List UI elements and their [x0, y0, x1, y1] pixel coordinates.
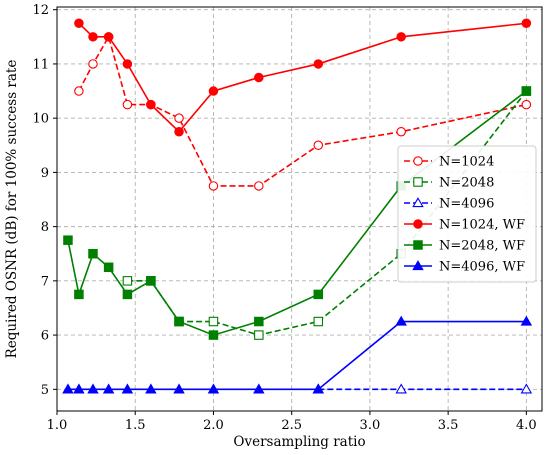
- x-tick-label: 2.0: [203, 418, 224, 433]
- data-point-square: [122, 289, 133, 300]
- data-point-circle: [88, 59, 98, 69]
- data-point-triangle: [73, 383, 85, 394]
- y-tick-label: 9: [41, 166, 49, 181]
- y-tick-label: 6: [41, 329, 49, 344]
- x-tick-label: 3.5: [438, 418, 459, 433]
- legend-label: N=1024: [439, 155, 494, 170]
- legend-item: N=2048, WF: [404, 239, 525, 254]
- data-point-circle: [122, 99, 133, 110]
- data-point-square: [208, 316, 219, 327]
- legend-item: N=1024: [404, 155, 494, 170]
- x-tick-label: 4.0: [516, 418, 537, 433]
- data-point-square: [413, 240, 423, 250]
- y-tick-label: 11: [32, 57, 49, 72]
- data-point-square: [103, 262, 114, 273]
- data-point-circle: [254, 181, 264, 191]
- x-tick-label: 2.5: [281, 418, 302, 433]
- data-point-triangle: [395, 315, 407, 326]
- legend-label: N=1024, WF: [439, 218, 525, 233]
- data-point-circle: [313, 59, 324, 69]
- series-4: [74, 18, 532, 137]
- data-point-circle: [396, 32, 406, 42]
- data-point-triangle: [62, 383, 74, 394]
- data-point-square: [254, 330, 264, 340]
- data-point-square: [88, 248, 98, 259]
- y-tick-label: 10: [32, 112, 49, 127]
- data-point-circle: [122, 59, 133, 69]
- legend-box: [397, 145, 537, 283]
- legend-label: N=4096, WF: [439, 260, 525, 275]
- data-point-triangle: [207, 383, 220, 394]
- data-point-square: [74, 289, 84, 300]
- data-point-square: [313, 289, 324, 300]
- data-point-triangle: [412, 197, 424, 208]
- data-point-triangle: [312, 383, 325, 394]
- legend: N=1024 N=2048 N=4096 N=1024, WF N=2048, WF N=…: [397, 145, 537, 283]
- legend-label: N=2048, WF: [439, 239, 525, 254]
- series-line: [78, 22, 527, 133]
- legend-item: N=1024, WF: [404, 218, 525, 233]
- data-point-circle: [174, 113, 184, 123]
- data-point-triangle: [87, 383, 99, 394]
- legend-item: N=4096: [404, 197, 494, 212]
- data-point-circle: [396, 126, 406, 137]
- plot-frame: [56, 6, 543, 412]
- series-line: [67, 320, 527, 391]
- x-axis-label: Oversampling ratio: [233, 434, 365, 450]
- legend-label: N=2048: [439, 176, 494, 191]
- data-point-triangle: [121, 383, 134, 394]
- data-point-square: [521, 86, 532, 96]
- data-point-circle: [521, 99, 532, 110]
- data-point-triangle: [395, 383, 407, 394]
- y-tick-label: 7: [41, 274, 49, 289]
- y-tick-label: 5: [41, 383, 49, 398]
- data-point-triangle: [412, 260, 424, 271]
- data-point-circle: [521, 18, 532, 29]
- data-point-square: [413, 177, 423, 187]
- data-point-circle: [103, 32, 114, 42]
- data-point-triangle: [145, 383, 157, 394]
- plot-area: [62, 18, 533, 394]
- axes-ticks: 1.0 1.5 2.0 2.5 3.0 3.5 4.0 5 6 7 8 9 10 11 12: [32, 3, 536, 433]
- data-point-circle: [313, 140, 324, 151]
- data-point-circle: [413, 219, 423, 229]
- data-point-square: [146, 276, 156, 286]
- data-point-square: [122, 276, 133, 286]
- legend-item: N=4096, WF: [404, 260, 525, 275]
- data-point-square: [174, 316, 184, 327]
- y-tick-label: 8: [41, 220, 49, 235]
- data-point-circle: [74, 18, 84, 29]
- series-line: [67, 90, 527, 336]
- data-point-circle: [413, 156, 423, 166]
- data-point-circle: [208, 181, 219, 191]
- data-point-square: [313, 316, 324, 327]
- data-point-square: [254, 316, 264, 327]
- data-point-triangle: [520, 315, 533, 326]
- series-line: [78, 34, 527, 187]
- data-point-triangle: [520, 383, 533, 394]
- data-point-circle: [74, 86, 84, 96]
- data-point-triangle: [102, 383, 115, 394]
- x-tick-label: 1.5: [125, 418, 146, 433]
- data-point-circle: [88, 32, 98, 42]
- data-point-square: [63, 235, 73, 245]
- series-6: [62, 315, 533, 394]
- data-point-square: [208, 330, 219, 340]
- y-tick-label: 12: [32, 3, 49, 18]
- data-point-triangle: [173, 383, 185, 394]
- data-point-circle: [208, 86, 219, 96]
- data-point-circle: [146, 99, 156, 110]
- series-5: [63, 86, 532, 340]
- series-3: [312, 383, 533, 394]
- y-axis-label: Required OSNR (dB) for 100% success rate: [4, 60, 20, 359]
- data-point-triangle: [253, 383, 265, 394]
- legend-item: N=2048: [404, 176, 494, 191]
- data-point-circle: [174, 126, 184, 137]
- x-tick-label: 3.0: [360, 418, 381, 433]
- data-point-circle: [254, 72, 264, 83]
- legend-label: N=4096: [439, 197, 494, 212]
- x-tick-label: 1.0: [47, 418, 68, 433]
